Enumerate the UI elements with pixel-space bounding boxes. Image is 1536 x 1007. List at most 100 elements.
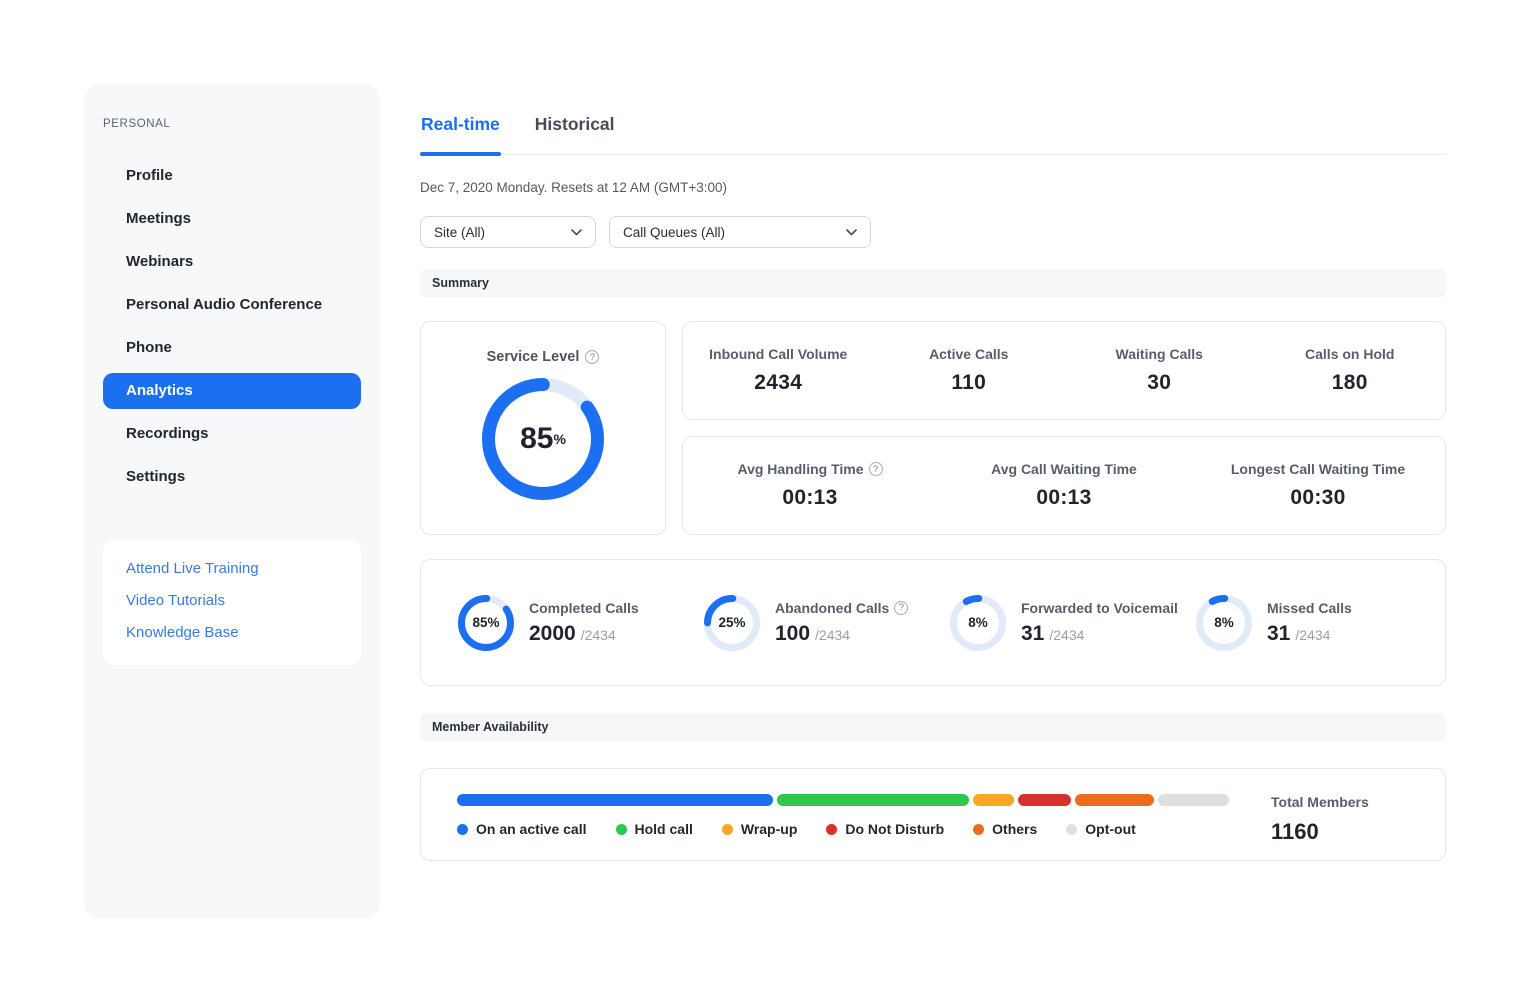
sidebar-item-profile[interactable]: Profile — [126, 167, 173, 184]
breakdown-label: Completed Calls — [529, 599, 639, 616]
breakdown-label: Missed Calls — [1267, 599, 1352, 616]
breakdown-donut: 85% — [458, 594, 514, 651]
legend-dot-icon — [721, 823, 733, 835]
metric-label: Inbound Call Volume — [709, 346, 848, 362]
service-level-donut: 85% — [482, 378, 604, 500]
metric-label: Avg Handling Time? — [737, 461, 883, 477]
sidebar-item-analytics[interactable]: Analytics — [103, 373, 361, 409]
metric-value: 180 — [1331, 371, 1368, 394]
sidebar-item-meetings[interactable]: Meetings — [126, 210, 192, 227]
metric-value: 00:30 — [1290, 486, 1346, 509]
bar-segment-do-not-disturb — [1017, 794, 1071, 806]
donut-chart — [458, 594, 514, 651]
legend-dot-icon — [615, 823, 627, 835]
metric-value: 110 — [951, 371, 987, 394]
sidebar-item-recordings[interactable]: Recordings — [126, 425, 209, 442]
sidebar-item-phone[interactable]: Phone — [126, 339, 172, 356]
legend-dot-icon — [973, 823, 985, 835]
total-members-label: Total Members — [1271, 794, 1369, 810]
legend-item-opt-out: Opt-out — [1066, 821, 1136, 837]
filters: Site (All) Call Queues (All) — [420, 216, 1446, 248]
call-queues-select[interactable]: Call Queues (All) — [609, 216, 871, 248]
bar-segment-opt-out — [1157, 794, 1229, 806]
legend-item-do-not-disturb: Do Not Disturb — [826, 821, 944, 837]
legend-label: Do Not Disturb — [845, 821, 945, 837]
bar-segment-hold-call — [776, 794, 969, 806]
help-icon[interactable]: ? — [868, 462, 883, 476]
call-queues-select-value: Call Queues (All) — [623, 224, 726, 240]
service-level-label: Service Level — [486, 349, 580, 365]
legend-item-on-an-active-call: On an active call — [457, 821, 587, 837]
breakdown-total: /2434 — [815, 626, 851, 643]
breakdown-label: Forwarded to Voicemail — [1021, 599, 1178, 616]
metric-inbound-call-volume: Inbound Call Volume 2434 — [683, 346, 874, 395]
breakdown-total: /2434 — [580, 626, 616, 643]
metric-label: Avg Call Waiting Time — [991, 461, 1137, 477]
legend-item-hold-call: Hold call — [615, 821, 693, 837]
metric-active-calls: Active Calls 110 — [874, 346, 1065, 395]
metric-waiting-calls: Waiting Calls 30 — [1064, 346, 1255, 395]
sidebar: PERSONAL Profile Meetings Webinars Personal… — [84, 84, 380, 918]
legend-label: Others — [992, 821, 1038, 837]
time-metrics-card: Avg Handling Time? 00:13 Avg Call Waiting … — [682, 436, 1446, 535]
bar-segment-others — [1074, 794, 1154, 806]
legend-dot-icon — [457, 823, 468, 835]
member-availability-card: On an active call Hold call Wrap-up Do Not … — [420, 768, 1446, 861]
breakdown-value: 2000 — [529, 621, 576, 645]
legend-item-others: Others — [973, 821, 1037, 837]
total-members-value: 1160 — [1271, 819, 1319, 844]
legend-label: Opt-out — [1085, 821, 1136, 837]
metric-label: Calls on Hold — [1305, 346, 1395, 362]
sidebar-nav: Profile Meetings Webinars Personal Audio Co… — [84, 158, 380, 495]
breakdown-value: 100 — [775, 621, 811, 645]
metrics-column: Inbound Call Volume 2434 Active Calls 110 Wa… — [682, 321, 1446, 535]
metric-value: 00:13 — [1036, 486, 1092, 509]
sidebar-section-label: PERSONAL — [103, 118, 171, 130]
breakdown-total: /2434 — [1049, 626, 1085, 643]
breakdown-donut: 25% — [704, 594, 760, 651]
metric-value: 2434 — [754, 371, 803, 394]
breakdown-percent: 8% — [968, 615, 988, 630]
help-icon[interactable]: ? — [894, 600, 909, 615]
breakdown-donut: 8% — [1196, 594, 1252, 651]
legend-label: Wrap-up — [740, 821, 798, 837]
sidebar-item-settings[interactable]: Settings — [126, 468, 186, 485]
donut-chart — [1196, 594, 1252, 651]
sidebar-link-knowledge-base[interactable]: Knowledge Base — [126, 624, 239, 641]
metric-label: Longest Call Waiting Time — [1230, 461, 1406, 477]
donut-chart — [482, 378, 604, 500]
breakdown-forwarded-to-voicemail: 8% Forwarded to Voicemail 31/2434 — [933, 594, 1179, 651]
legend-label: On an active call — [476, 821, 587, 837]
tab-historical[interactable]: Historical — [534, 114, 615, 134]
breakdown-percent: 85% — [472, 615, 500, 630]
date-line: Dec 7, 2020 Monday. Resets at 12 AM (GMT… — [420, 180, 728, 195]
breakdown-percent: 25% — [718, 615, 746, 630]
member-availability-stacked-bar — [457, 794, 1229, 806]
breakdown-completed-calls: 85% Completed Calls 2000/2434 — [441, 594, 687, 651]
breakdown-abandoned-calls: 25% Abandoned Calls? 100/2434 — [687, 594, 933, 651]
breakdown-value: 31 — [1021, 621, 1045, 645]
service-level-card: Service Level ? 85% — [420, 321, 666, 535]
metric-label: Waiting Calls — [1115, 346, 1203, 362]
metric-avg-call-waiting-time: Avg Call Waiting Time 00:13 — [937, 461, 1191, 510]
site-select[interactable]: Site (All) — [420, 216, 596, 248]
summary-section-header: Summary — [420, 269, 1446, 297]
help-icon[interactable]: ? — [585, 350, 600, 364]
sidebar-link-video-tutorials[interactable]: Video Tutorials — [126, 592, 225, 609]
metric-value: 00:13 — [782, 486, 838, 509]
sidebar-link-attend-live-training[interactable]: Attend Live Training — [126, 560, 259, 577]
legend-label: Hold call — [634, 821, 693, 837]
summary-grid: Service Level ? 85% Inbound Call Volume 2… — [420, 321, 1446, 535]
call-volume-metrics-card: Inbound Call Volume 2434 Active Calls 110 Wa… — [682, 321, 1446, 420]
metric-longest-call-waiting-time: Longest Call Waiting Time 00:30 — [1191, 461, 1445, 510]
breakdown-label: Abandoned Calls? — [775, 600, 909, 616]
donut-chart — [950, 594, 1006, 651]
sidebar-item-webinars[interactable]: Webinars — [126, 253, 194, 270]
sidebar-item-personal-audio-conference[interactable]: Personal Audio Conference — [126, 296, 323, 313]
metric-avg-handling-time: Avg Handling Time? 00:13 — [683, 461, 937, 510]
tab-real-time[interactable]: Real-time — [420, 104, 501, 156]
chevron-down-icon — [846, 228, 857, 235]
donut-chart — [704, 594, 760, 651]
tabs: Real-time Historical — [420, 104, 1446, 156]
breakdown-missed-calls: 8% Missed Calls 31/2434 — [1179, 594, 1425, 651]
